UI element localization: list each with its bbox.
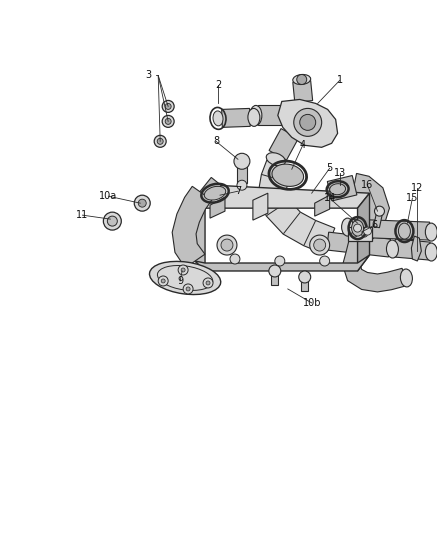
Circle shape [203,278,213,288]
Circle shape [230,254,240,264]
Circle shape [310,235,330,255]
Text: 4: 4 [300,140,306,150]
Polygon shape [343,230,407,292]
Polygon shape [253,193,268,220]
Polygon shape [210,197,225,218]
Polygon shape [327,232,390,257]
Circle shape [162,100,174,112]
Polygon shape [411,236,421,261]
Text: 10b: 10b [303,298,321,308]
Polygon shape [195,255,370,271]
Ellipse shape [213,111,223,126]
Polygon shape [199,177,221,201]
Text: 12: 12 [411,183,424,193]
Circle shape [134,195,150,211]
Circle shape [186,287,190,291]
Polygon shape [278,100,338,147]
Circle shape [294,108,321,136]
Circle shape [275,256,285,266]
Ellipse shape [293,75,311,85]
Ellipse shape [399,223,410,239]
Ellipse shape [425,223,437,241]
Polygon shape [301,277,308,291]
Polygon shape [353,173,389,240]
Circle shape [138,199,146,207]
Text: 16: 16 [361,180,374,190]
Circle shape [300,115,316,131]
Circle shape [320,256,330,266]
Circle shape [237,180,247,190]
Ellipse shape [250,106,262,125]
Ellipse shape [248,108,260,126]
Circle shape [165,103,171,109]
Polygon shape [222,108,250,127]
Circle shape [352,231,357,237]
Text: 8: 8 [213,136,219,147]
Text: 2: 2 [215,80,221,91]
Circle shape [299,271,311,283]
Circle shape [234,154,250,169]
Polygon shape [374,213,382,228]
Polygon shape [195,185,370,208]
Text: 1: 1 [336,76,343,85]
Circle shape [361,231,367,237]
Circle shape [178,265,188,275]
Ellipse shape [400,269,413,287]
FancyBboxPatch shape [348,227,371,241]
Text: 5: 5 [326,163,333,173]
Circle shape [157,139,163,144]
Circle shape [154,135,166,147]
Text: 15: 15 [406,193,419,203]
Circle shape [217,235,237,255]
Text: 3: 3 [145,70,151,80]
Text: 10a: 10a [99,191,117,201]
Circle shape [183,284,193,294]
Polygon shape [271,271,278,285]
Text: 6: 6 [371,220,378,230]
Ellipse shape [342,218,353,236]
Text: 11: 11 [76,210,88,220]
Polygon shape [269,128,299,160]
Text: 13: 13 [333,168,346,178]
Circle shape [165,118,171,124]
Ellipse shape [266,152,286,166]
Ellipse shape [352,220,364,236]
Circle shape [181,268,185,272]
Ellipse shape [330,184,346,195]
Polygon shape [293,80,313,102]
Polygon shape [237,163,247,183]
Circle shape [297,75,307,84]
Circle shape [161,279,165,283]
Polygon shape [258,160,335,254]
Ellipse shape [386,240,399,258]
Circle shape [158,276,168,286]
Circle shape [107,216,117,226]
Text: 9: 9 [177,276,183,286]
Polygon shape [349,219,430,240]
Text: 14: 14 [324,193,336,203]
Circle shape [364,227,371,235]
Polygon shape [394,239,430,260]
Circle shape [162,116,174,127]
Circle shape [314,239,326,251]
Ellipse shape [204,187,226,200]
Polygon shape [327,175,357,201]
Text: 7: 7 [235,186,241,196]
Polygon shape [172,187,212,268]
Ellipse shape [149,261,221,295]
Polygon shape [357,193,370,271]
Circle shape [221,239,233,251]
Polygon shape [195,198,205,271]
Ellipse shape [272,164,304,187]
Circle shape [103,212,121,230]
Polygon shape [314,195,330,216]
Ellipse shape [425,243,437,261]
Circle shape [353,224,361,232]
Circle shape [206,281,210,285]
Polygon shape [258,106,283,125]
Circle shape [269,265,281,277]
Circle shape [374,206,385,216]
